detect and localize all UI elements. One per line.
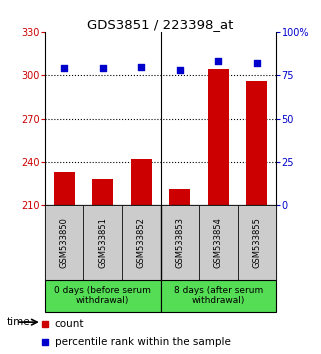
Point (254, 60, 259, 66)
Text: GSM533850: GSM533850 (60, 217, 69, 268)
Bar (54, 172, 75, 205)
Bar (238, 205, 276, 280)
Bar (45, 280, 160, 312)
Text: GSM533854: GSM533854 (214, 217, 223, 268)
Point (62, 65, 67, 71)
Text: GSM533851: GSM533851 (98, 217, 107, 268)
Text: count: count (55, 319, 84, 329)
Point (216, 58, 221, 64)
Text: percentile rank within the sample: percentile rank within the sample (55, 337, 230, 347)
Text: GSM533852: GSM533852 (137, 217, 146, 268)
Point (100, 65, 105, 71)
Text: 0 days (before serum
withdrawal): 0 days (before serum withdrawal) (54, 286, 151, 305)
Point (139, 64, 144, 69)
Bar (45, 205, 83, 280)
Text: GSM533853: GSM533853 (175, 217, 184, 268)
Bar (160, 205, 199, 280)
Bar (131, 159, 152, 205)
Bar (169, 189, 190, 205)
Title: GDS3851 / 223398_at: GDS3851 / 223398_at (87, 18, 234, 31)
Bar (83, 205, 122, 280)
Bar (246, 81, 267, 205)
Point (177, 67, 182, 73)
Bar (208, 69, 229, 205)
Bar (199, 205, 238, 280)
Text: time: time (6, 317, 30, 327)
Text: 8 days (after serum
withdrawal): 8 days (after serum withdrawal) (174, 286, 263, 305)
Bar (160, 280, 276, 312)
Bar (92, 179, 113, 205)
Text: GSM533855: GSM533855 (252, 217, 261, 268)
Bar (122, 205, 160, 280)
